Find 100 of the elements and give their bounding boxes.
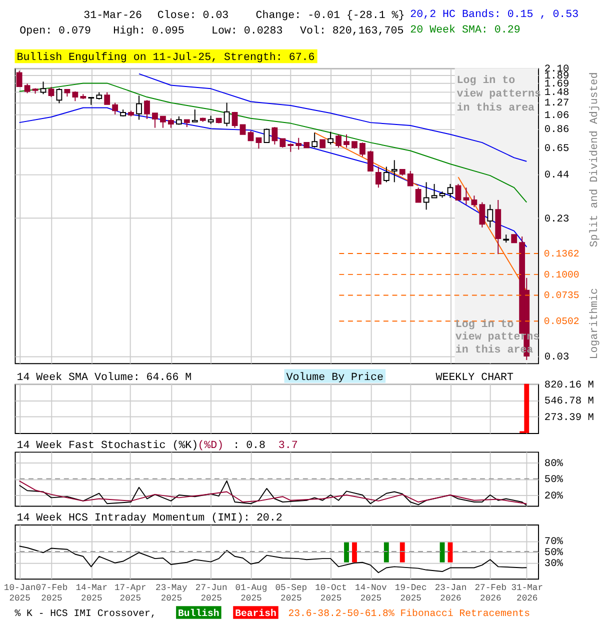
candlestick — [455, 183, 462, 200]
ref-line-label: 0.0502 — [544, 316, 580, 328]
candlestick — [463, 187, 470, 206]
text: Bearish — [235, 608, 276, 619]
candlestick — [383, 166, 390, 183]
chart-title: 14 Week HCS Intraday Momentum (IMI): 20.2 — [16, 512, 282, 525]
candlestick — [407, 170, 414, 186]
candlestick — [344, 134, 350, 148]
candlestick — [168, 118, 174, 128]
candlestick — [88, 97, 94, 106]
x-tick-label: 27-Feb 2026 — [474, 582, 507, 604]
candlestick — [471, 195, 478, 208]
text: 20 Week SMA: 0.29 — [410, 24, 520, 37]
candlestick — [479, 202, 486, 228]
text: 20,2 HC Bands: 0.15 , 0.53 — [410, 8, 579, 21]
candlestick — [56, 88, 62, 104]
candlestick — [391, 160, 398, 183]
y-tick-label: 0.03 — [544, 351, 570, 364]
x-tick-label: 17-Apr 2025 — [114, 582, 146, 604]
text: Vol: 820,163,705 — [300, 26, 404, 38]
text: Split and Dividend Adjusted — [589, 72, 600, 248]
x-tick-label: 27-Jun 2025 — [195, 582, 228, 604]
text: Volume By Price — [286, 372, 384, 384]
y-tick-label: 0.65 — [544, 143, 570, 156]
candlestick — [136, 95, 142, 120]
x-tick-label: 19-Dec 2025 — [394, 582, 427, 604]
candlestick — [367, 150, 374, 172]
x-tick-label: 05-Sep 2025 — [275, 582, 308, 604]
candlestick — [232, 111, 238, 128]
x-tick-label: 01-Aug 2025 — [235, 582, 268, 604]
candlestick — [336, 134, 342, 148]
text: WEEKLY CHART — [436, 372, 514, 384]
y-tick-label: 820.16 M — [544, 379, 594, 392]
y-tick-label: 0.86 — [544, 124, 570, 136]
candlestick — [48, 86, 54, 98]
text: % K - HCS IMI Crossover, — [14, 608, 156, 619]
candlestick — [240, 124, 246, 135]
text: High: 0.095 — [113, 26, 184, 38]
y-tick-label: 50% — [544, 546, 564, 559]
y-tick-label: 80% — [544, 458, 564, 470]
candlestick — [423, 182, 430, 210]
y-tick-label: 50% — [544, 474, 564, 486]
y-tick-label: 70% — [544, 536, 564, 548]
candlestick — [16, 70, 22, 88]
text: 31-Mar-26 — [84, 10, 142, 22]
candlestick — [112, 102, 118, 115]
y-tick-label: 1.48 — [544, 87, 570, 100]
y-tick-label: 1.06 — [544, 110, 570, 122]
candlestick — [375, 166, 382, 188]
text: Bullish — [178, 608, 220, 619]
text: Change: -0.01 {-28.1 %} — [256, 10, 405, 22]
candlestick — [431, 183, 438, 198]
text: 23.6-38.2-50-61.8% Fibonacci Retracements — [288, 608, 530, 619]
ref-line-label: 0.0735 — [544, 290, 580, 302]
y-tick-label: 30% — [544, 558, 564, 570]
candlestick — [360, 142, 366, 157]
y-tick-label: 1.27 — [544, 98, 570, 110]
text: Open: 0.079 — [20, 26, 91, 38]
x-tick-label: 07-Feb 2025 — [36, 582, 68, 604]
candlestick — [72, 90, 78, 102]
candlestick — [264, 128, 270, 144]
candlestick — [447, 183, 454, 198]
candlestick — [24, 83, 30, 94]
text: 3.7 — [278, 440, 298, 452]
text: Bullish Engulfing on 11-Jul-25, Strength: 67.6 — [16, 52, 315, 64]
text: Logarithmic — [589, 288, 600, 360]
y-tick-label: 273.39 M — [544, 412, 594, 424]
candlestick — [328, 131, 334, 146]
candlestick — [272, 126, 278, 146]
candlestick — [256, 137, 262, 150]
ref-line-label: 0.1000 — [544, 269, 580, 280]
candlestick — [224, 102, 230, 127]
y-tick-label: 0.44 — [544, 169, 570, 182]
candlestick — [487, 204, 494, 228]
candlestick — [296, 137, 302, 150]
text: : 0.8 — [233, 440, 266, 452]
x-tick-label: 10-Oct 2025 — [315, 582, 347, 604]
candlestick — [312, 132, 318, 148]
x-tick-label: 23-May 2025 — [156, 582, 188, 604]
x-tick-label: 31-Mar 2026 — [511, 582, 544, 604]
candlestick — [415, 187, 422, 203]
text: Close: 0.03 — [157, 10, 229, 22]
candlestick — [104, 92, 110, 105]
ref-line-label: 0.1362 — [544, 248, 580, 260]
chart-title: 14 Week SMA Volume: 64.66 M — [16, 372, 192, 384]
candlestick — [152, 112, 158, 128]
y-tick-label: 0.23 — [544, 213, 570, 226]
line-series — [18, 546, 528, 574]
chart-title: 14 Week Fast Stochastic (%K) — [16, 440, 198, 452]
candlestick — [248, 130, 254, 142]
x-tick-label: 10-Jan 2025 — [4, 582, 36, 604]
x-tick-label: 14-Mar 2025 — [76, 582, 108, 604]
x-tick-label: 23-Jan 2026 — [434, 582, 467, 604]
y-tick-label: 20% — [544, 490, 564, 502]
x-tick-label: 14-Nov 2025 — [355, 582, 387, 604]
candlestick — [160, 116, 166, 128]
candlestick — [40, 81, 46, 95]
candlestick — [144, 100, 150, 120]
text: (%D) — [198, 440, 224, 452]
text: Low: 0.0283 — [211, 26, 283, 38]
